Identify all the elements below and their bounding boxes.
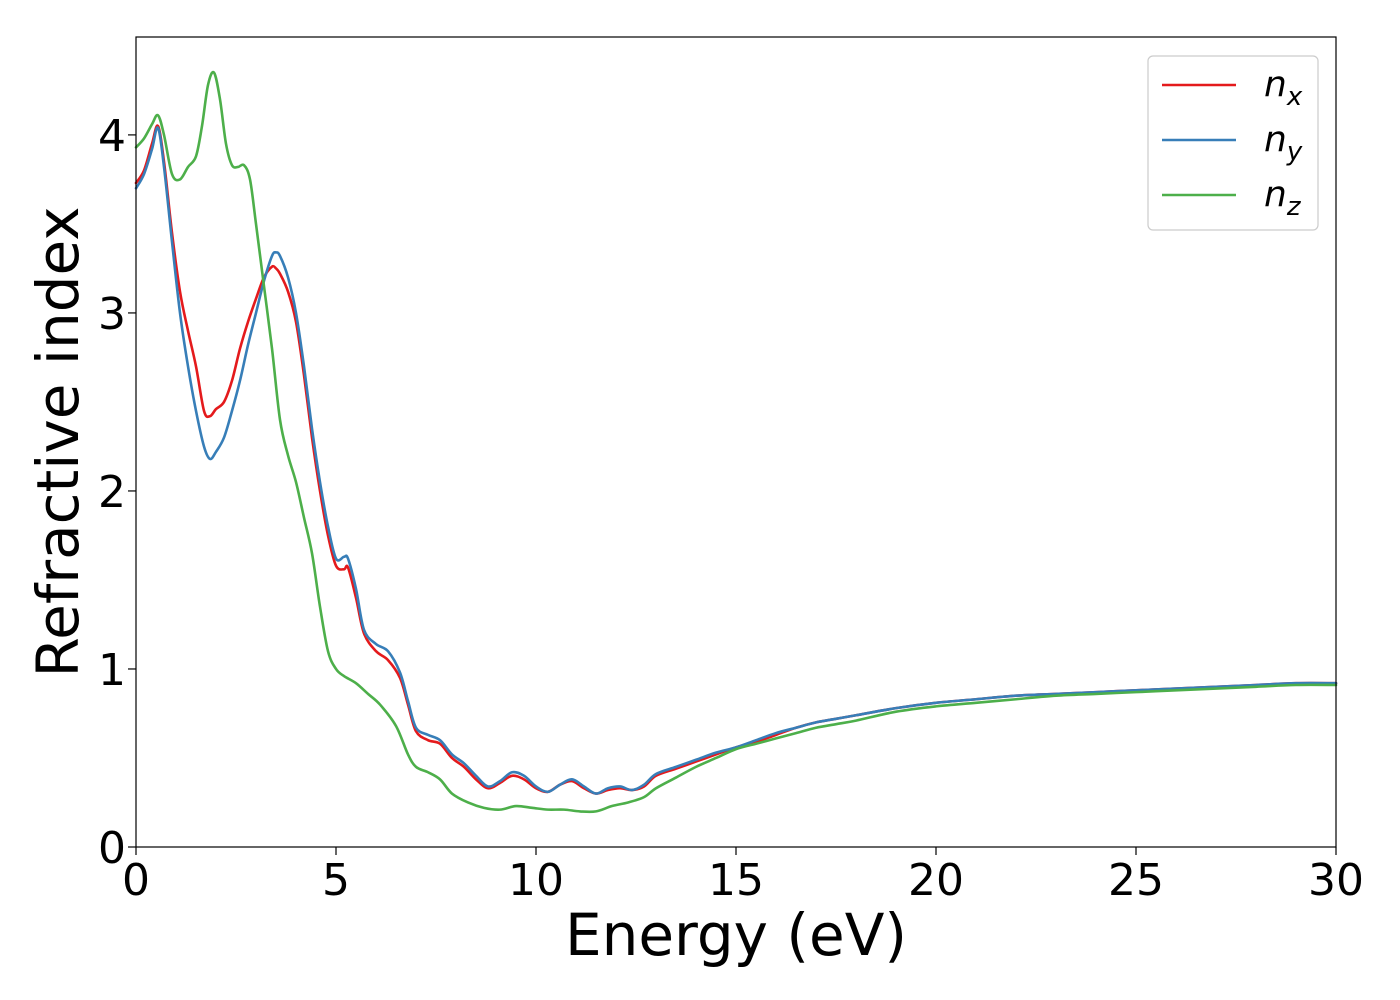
x-tick-label: 30: [1308, 855, 1364, 906]
y-tick-label: 0: [98, 823, 126, 874]
series-layer: [134, 70, 1338, 814]
x-axis-ticks: 0 5 10 15 20 25 30: [122, 847, 1364, 906]
y-axis-title: Refractive index: [24, 206, 92, 677]
y-axis-ticks: 0 1 2 3 4: [98, 111, 136, 874]
series-line-n-z: [134, 70, 1338, 814]
legend-label-n-x: nx: [1264, 64, 1303, 112]
x-tick-label: 25: [1108, 855, 1164, 906]
x-tick-label: 10: [508, 855, 564, 906]
legend-box: [1147, 55, 1319, 231]
x-tick-label: 0: [122, 855, 150, 906]
legend: nx ny nz: [1147, 55, 1319, 231]
legend-label-n-z: nz: [1264, 174, 1302, 222]
x-tick-label: 5: [322, 855, 350, 906]
series-line-n-y: [134, 126, 1338, 795]
legend-label-n-y: ny: [1264, 119, 1303, 167]
y-tick-label: 4: [98, 111, 126, 162]
y-tick-label: 1: [98, 645, 126, 696]
y-tick-label: 2: [98, 467, 126, 518]
x-axis-title: Energy (eV): [565, 901, 907, 969]
x-tick-label: 20: [908, 855, 964, 906]
x-tick-label: 15: [708, 855, 764, 906]
y-tick-label: 3: [98, 289, 126, 340]
